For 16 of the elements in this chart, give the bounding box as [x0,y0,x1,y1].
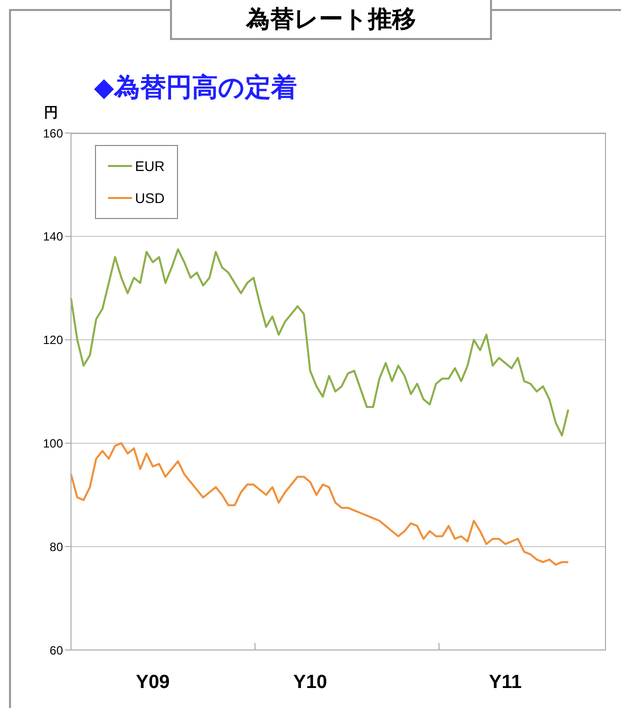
line-series [70,248,570,436]
x-tick-label: Y11 [488,672,522,693]
y-axis-title: 円 [44,104,58,122]
x-tick-label: Y10 [293,672,328,693]
y-tick-label: 160 [42,126,64,140]
y-tick-label: 60 [50,643,64,658]
legend-label: EUR [135,158,165,174]
chart-subtitle: ◆為替円高の定着 [94,72,297,105]
line-series [70,442,570,566]
y-tick-label: 100 [42,436,64,450]
x-tick-label: Y09 [136,672,170,693]
y-tick-label: 140 [42,230,64,244]
legend-label: USD [135,190,165,206]
y-tick-label: 80 [50,540,64,554]
y-tick-label: 120 [42,333,64,348]
chart-title: 為替レート推移 [170,0,492,40]
